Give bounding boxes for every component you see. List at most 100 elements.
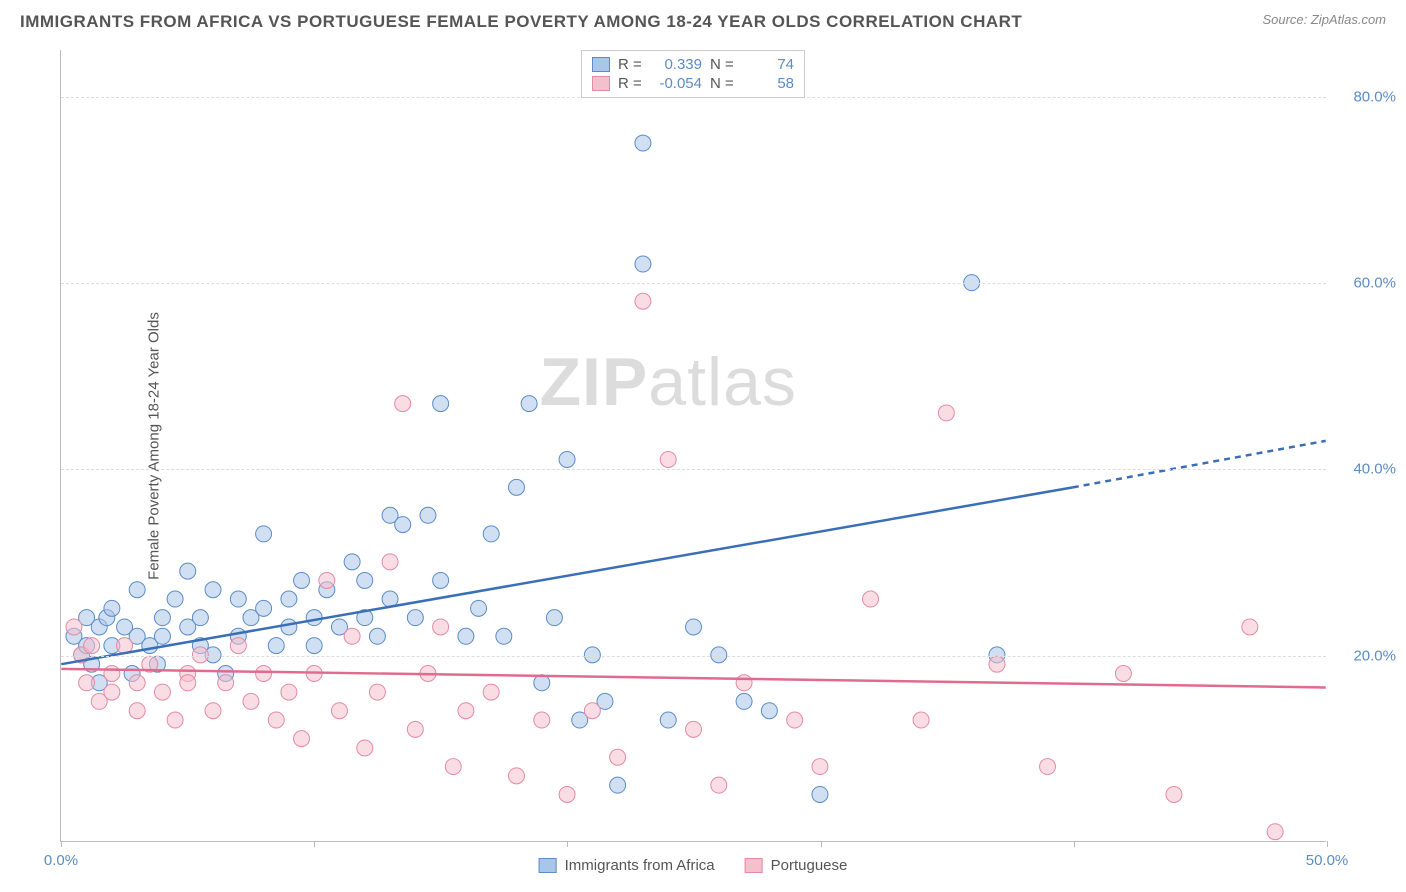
data-point (761, 703, 777, 719)
data-point (167, 591, 183, 607)
data-point (180, 563, 196, 579)
legend-series-label: Portuguese (771, 857, 848, 874)
data-point (84, 638, 100, 654)
data-point (294, 731, 310, 747)
source-attribution: Source: ZipAtlas.com (1262, 12, 1386, 27)
data-point (989, 656, 1005, 672)
trend-line (61, 669, 1325, 688)
data-point (129, 703, 145, 719)
data-point (395, 396, 411, 412)
chart-header: IMMIGRANTS FROM AFRICA VS PORTUGUESE FEM… (0, 0, 1406, 40)
data-point (205, 582, 221, 598)
y-tick-label: 20.0% (1336, 647, 1396, 664)
data-point (736, 693, 752, 709)
legend-stat-row: R = -0.054 N = 58 (592, 74, 794, 93)
data-point (660, 451, 676, 467)
trend-line-extrapolated (1073, 441, 1326, 488)
data-point (129, 582, 145, 598)
data-point (256, 600, 272, 616)
x-tick-label: 50.0% (1306, 852, 1349, 869)
data-point (256, 526, 272, 542)
grid-line (61, 469, 1326, 470)
data-point (294, 572, 310, 588)
data-point (154, 684, 170, 700)
chart-title: IMMIGRANTS FROM AFRICA VS PORTUGUESE FEM… (20, 12, 1022, 32)
data-point (521, 396, 537, 412)
data-point (268, 638, 284, 654)
data-point (66, 619, 82, 635)
x-tick (821, 841, 822, 847)
data-point (584, 703, 600, 719)
legend-n-label: N = (710, 75, 734, 92)
data-point (508, 479, 524, 495)
data-point (711, 777, 727, 793)
legend-series-item: Portuguese (745, 857, 848, 874)
data-point (1040, 759, 1056, 775)
data-point (483, 526, 499, 542)
data-point (268, 712, 284, 728)
data-point (686, 721, 702, 737)
data-point (433, 572, 449, 588)
data-point (382, 554, 398, 570)
data-point (458, 703, 474, 719)
data-point (243, 693, 259, 709)
data-point (306, 610, 322, 626)
data-point (1166, 786, 1182, 802)
grid-line (61, 656, 1326, 657)
data-point (660, 712, 676, 728)
data-point (306, 638, 322, 654)
data-point (369, 684, 385, 700)
data-point (483, 684, 499, 700)
data-point (863, 591, 879, 607)
data-point (496, 628, 512, 644)
data-point (913, 712, 929, 728)
data-point (331, 703, 347, 719)
data-point (344, 628, 360, 644)
data-point (192, 610, 208, 626)
data-point (319, 572, 335, 588)
x-tick (1074, 841, 1075, 847)
data-point (104, 666, 120, 682)
legend-n-value: 74 (742, 56, 794, 73)
x-tick-label: 0.0% (44, 852, 78, 869)
plot-svg (61, 50, 1326, 841)
y-tick-label: 40.0% (1336, 461, 1396, 478)
legend-r-value: 0.339 (650, 56, 702, 73)
data-point (395, 517, 411, 533)
x-tick (61, 841, 62, 847)
data-point (104, 684, 120, 700)
data-point (281, 619, 297, 635)
data-point (180, 675, 196, 691)
x-tick (567, 841, 568, 847)
data-point (534, 712, 550, 728)
data-point (205, 703, 221, 719)
data-point (1115, 666, 1131, 682)
data-point (610, 777, 626, 793)
data-point (508, 768, 524, 784)
x-tick (314, 841, 315, 847)
y-tick-label: 60.0% (1336, 274, 1396, 291)
grid-line (61, 283, 1326, 284)
legend-r-label: R = (618, 75, 642, 92)
plot-area: ZIPatlas 20.0%40.0%60.0%80.0%0.0%50.0% (60, 50, 1326, 842)
data-point (129, 675, 145, 691)
data-point (256, 666, 272, 682)
legend-stat-row: R = 0.339 N = 74 (592, 55, 794, 74)
data-point (104, 600, 120, 616)
data-point (230, 638, 246, 654)
legend-swatch (592, 57, 610, 72)
legend-swatch (592, 76, 610, 91)
data-point (344, 554, 360, 570)
data-point (167, 712, 183, 728)
data-point (546, 610, 562, 626)
data-point (458, 628, 474, 644)
legend-n-value: 58 (742, 75, 794, 92)
data-point (218, 675, 234, 691)
trend-line (61, 487, 1073, 664)
y-tick-label: 80.0% (1336, 88, 1396, 105)
data-point (230, 591, 246, 607)
data-point (1242, 619, 1258, 635)
data-point (635, 256, 651, 272)
legend-r-value: -0.054 (650, 75, 702, 92)
data-point (1267, 824, 1283, 840)
